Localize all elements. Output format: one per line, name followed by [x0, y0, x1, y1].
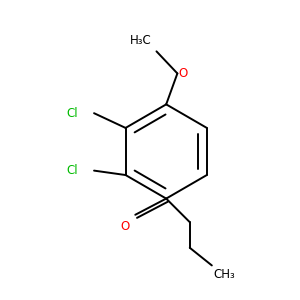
Text: Cl: Cl: [66, 164, 78, 177]
Text: H₃C: H₃C: [130, 34, 152, 47]
Text: CH₃: CH₃: [213, 268, 235, 281]
Text: Cl: Cl: [66, 107, 78, 120]
Text: O: O: [179, 67, 188, 80]
Text: O: O: [121, 220, 130, 233]
